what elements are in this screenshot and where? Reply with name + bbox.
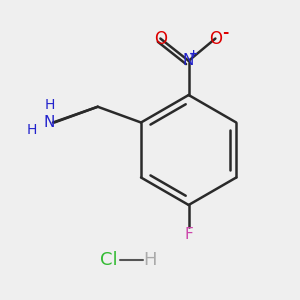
Text: F: F	[184, 227, 193, 242]
Text: O: O	[209, 29, 222, 47]
Text: +: +	[189, 49, 199, 59]
Text: H: H	[45, 98, 55, 112]
Text: N: N	[44, 115, 55, 130]
Text: N: N	[183, 53, 194, 68]
Text: Cl: Cl	[100, 251, 117, 269]
Text: -: -	[223, 25, 229, 40]
Text: H: H	[143, 251, 157, 269]
Text: H: H	[27, 123, 37, 137]
Text: O: O	[154, 29, 167, 47]
